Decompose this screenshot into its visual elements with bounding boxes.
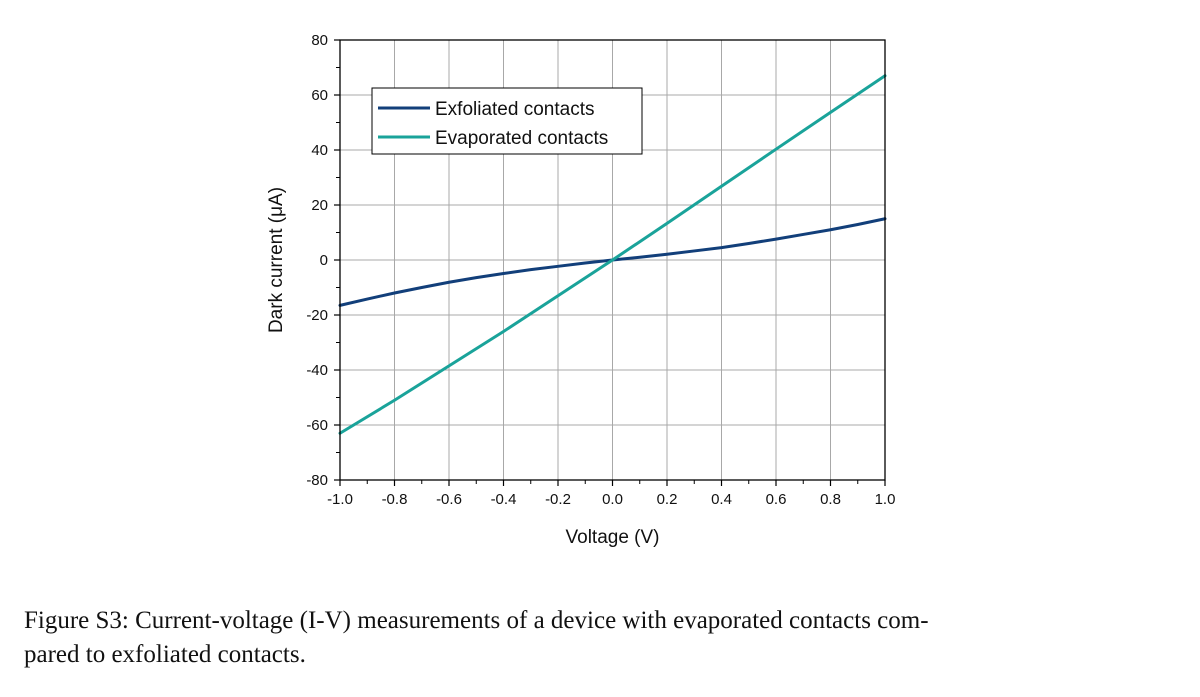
legend-items: Exfoliated contacts Evaporated contacts (378, 99, 608, 149)
x-tick-label: 1.0 (875, 491, 896, 508)
x-tick-labels: -1.0 -0.8 -0.6 -0.4 -0.2 0.0 0.2 0.4 0.6 0.8 1.0 (327, 491, 895, 508)
y-axis-title: Dark current (μA) (266, 187, 287, 333)
y-tick-label: -60 (306, 417, 328, 434)
series-lines (338, 74, 887, 435)
y-tick-label: -40 (306, 362, 328, 379)
y-tick-label: 20 (311, 197, 328, 214)
x-tick-label: -0.4 (491, 491, 517, 508)
x-tick-label: 0.4 (711, 491, 732, 508)
iv-chart: -1.0 -0.8 -0.6 -0.4 -0.2 0.0 0.2 0.4 0.6 0.8 1.0 -… (266, 32, 895, 548)
x-tick-label: -1.0 (327, 491, 353, 508)
x-tick-label: -0.2 (545, 491, 571, 508)
y-tick-label: 60 (311, 87, 328, 104)
x-tick-label: -0.6 (436, 491, 462, 508)
x-tick-label: 0.6 (766, 491, 787, 508)
series-line-evaporated (338, 74, 887, 435)
legend-label: Evaporated contacts (435, 128, 608, 149)
legend-label: Exfoliated contacts (435, 99, 594, 120)
x-tick-label: 0.0 (602, 491, 623, 508)
x-tick-label: 0.8 (820, 491, 841, 508)
legend-box (371, 87, 643, 155)
axis-ticks (334, 39, 886, 486)
y-tick-label: 0 (320, 252, 328, 269)
y-tick-label: 80 (311, 32, 328, 49)
legend: Exfoliated contacts Evaporated contacts (371, 87, 643, 155)
caption-line-1: Figure S3: Current-voltage (I-V) measure… (24, 607, 929, 634)
y-tick-label: 40 (311, 142, 328, 159)
x-axis-title: Voltage (V) (566, 527, 660, 548)
figure-caption: Figure S3: Current-voltage (I-V) measure… (24, 604, 1174, 672)
x-tick-label: -0.8 (382, 491, 408, 508)
caption-line-2: pared to exfoliated contacts. (24, 641, 306, 668)
y-tick-labels: -80 -60 -40 -20 0 20 40 60 80 (306, 32, 328, 489)
x-tick-label: 0.2 (657, 491, 678, 508)
y-tick-label: -20 (306, 307, 328, 324)
y-tick-label: -80 (306, 472, 328, 489)
